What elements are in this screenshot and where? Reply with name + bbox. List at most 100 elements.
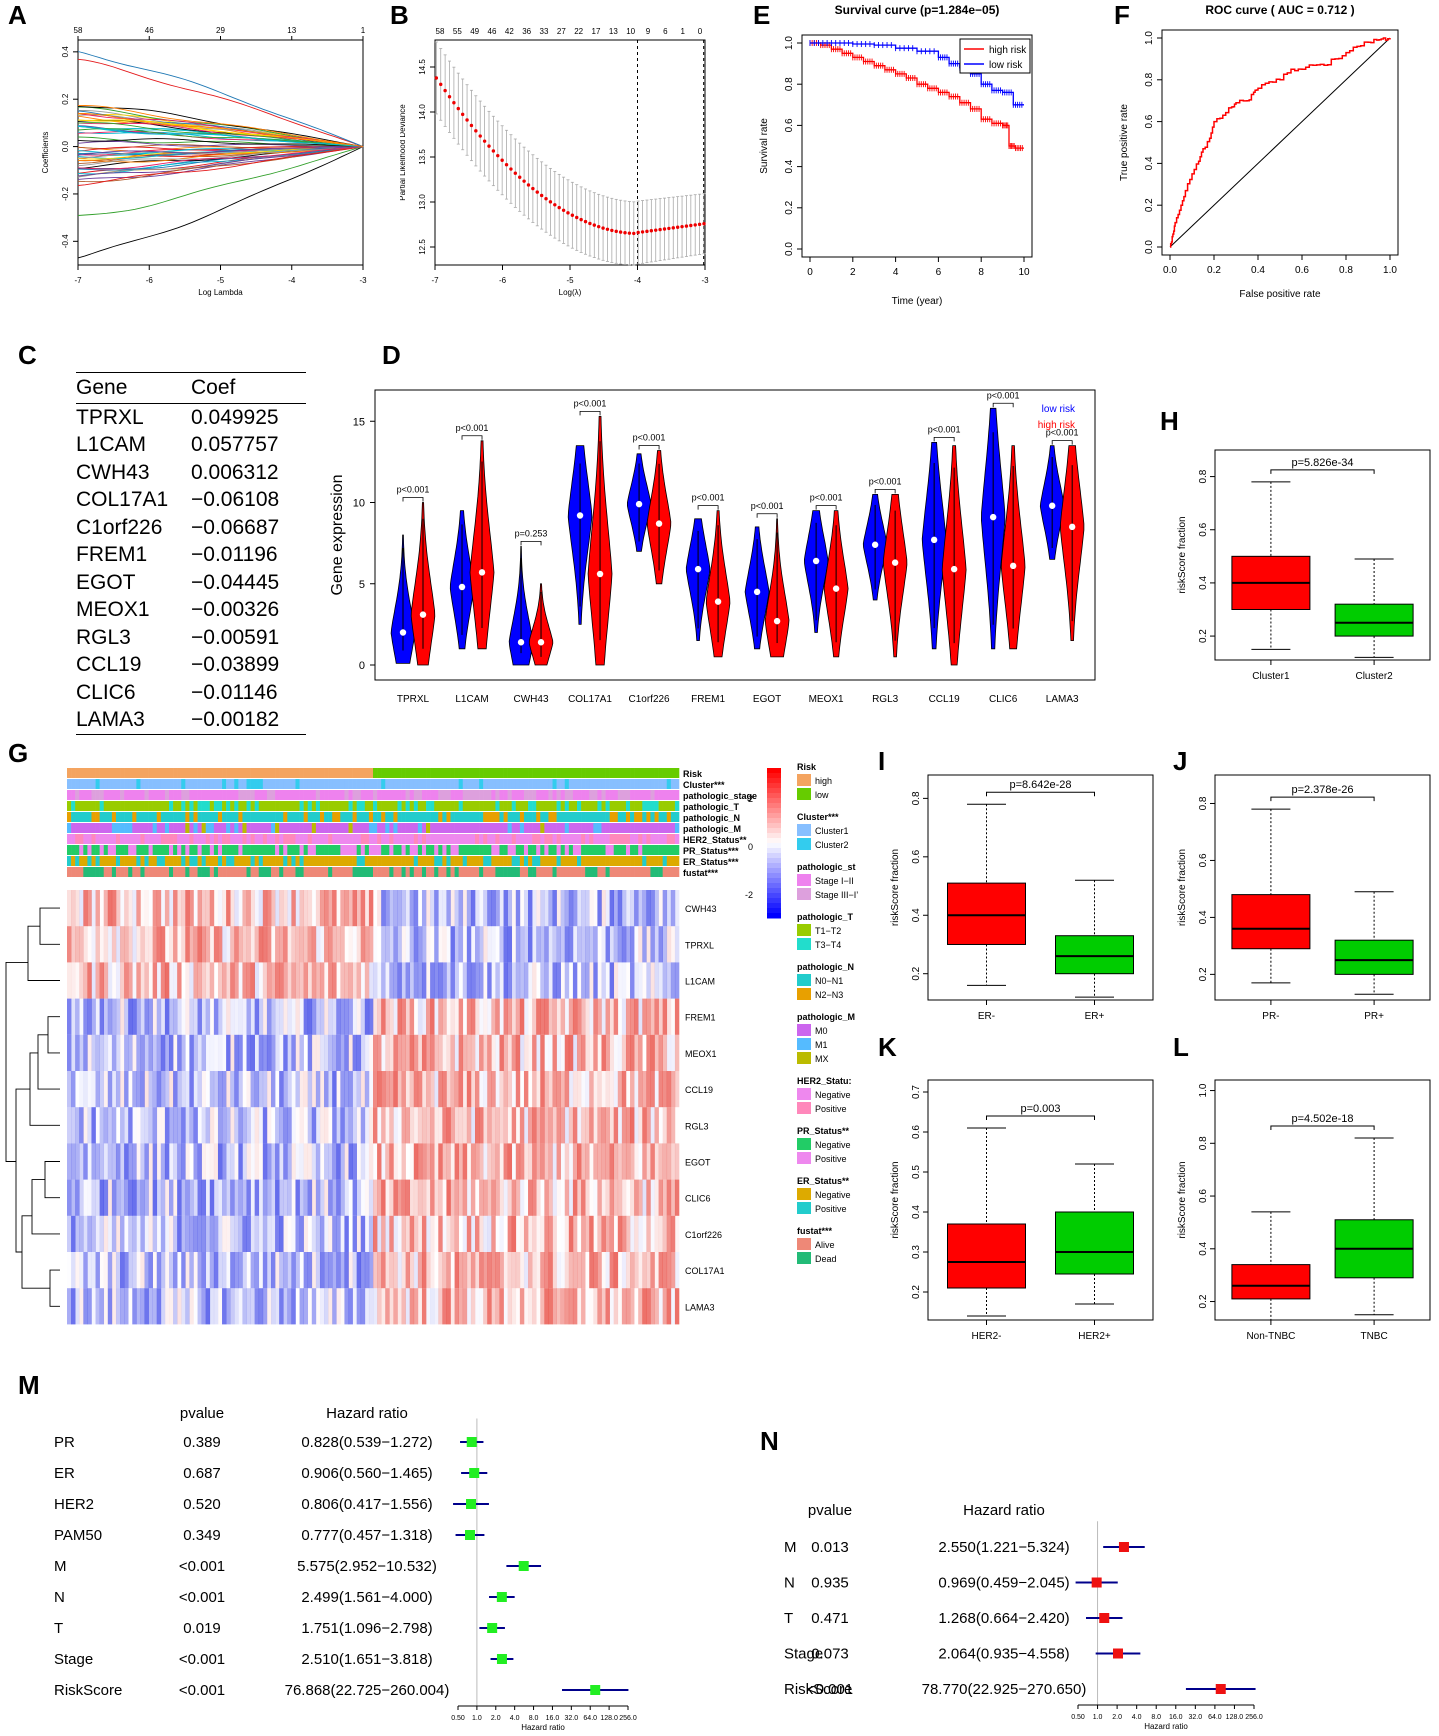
annotation-cell: [107, 867, 113, 877]
heatmap-cell: [99, 962, 105, 999]
heatmap-cell: [120, 998, 125, 1035]
annotation-cell: [348, 768, 353, 778]
heatmap-cell: [328, 998, 333, 1035]
heatmap-cell: [177, 1034, 182, 1071]
heatmap-cell: [614, 1216, 618, 1252]
annotation-cell: [609, 867, 615, 877]
x-axis-label: Hazard ratio: [1144, 1722, 1188, 1731]
annotation-cell: [475, 823, 480, 833]
heatmap-cell: [458, 1034, 464, 1071]
annotation-cell: [401, 867, 406, 877]
heatmap-cell: [413, 1252, 419, 1289]
heatmap-cell: [181, 962, 185, 998]
heatmap-cell: [360, 998, 366, 1035]
annotation-cell: [487, 834, 492, 844]
annotation-cell: [152, 790, 158, 800]
annotation-cell: [625, 856, 631, 866]
heatmap-cell: [638, 1034, 643, 1071]
annotation-cell: [360, 790, 366, 800]
annotation-cell: [666, 779, 672, 789]
forest-row-hr: 1.268(0.664−2.420): [938, 1610, 1069, 1627]
heatmap-cell: [291, 1180, 295, 1216]
colorbar-cell: [767, 813, 781, 819]
heatmap-cell: [303, 1179, 309, 1216]
heatmap-cell: [283, 926, 288, 963]
colorbar-cell: [767, 773, 781, 779]
annotation-cell: [344, 823, 349, 833]
heatmap-cell: [654, 1071, 659, 1108]
annotation-cell: [479, 823, 484, 833]
forest-row-hr: 1.751(1.096−2.798): [301, 1620, 432, 1637]
annotation-cell: [356, 790, 362, 800]
heatmap-cell: [152, 1071, 158, 1108]
heatmap-cell: [169, 1107, 174, 1144]
heatmap-cell: [670, 1107, 676, 1144]
deviance-point: [610, 228, 614, 233]
heatmap-cell: [271, 1252, 276, 1289]
annotation-cell: [466, 845, 472, 855]
heatmap-cell: [136, 926, 141, 963]
annotation-cell: [446, 801, 451, 811]
coef-path: [77, 141, 364, 148]
heatmap-cell: [503, 998, 508, 1035]
heatmap-cell: [128, 1034, 133, 1071]
heatmap-cell: [348, 926, 353, 963]
annotation-cell: [91, 812, 96, 822]
annotation-cell: [226, 823, 231, 833]
coef-path: [77, 146, 364, 170]
heatmap-cell: [605, 926, 610, 963]
annotation-cell: [470, 801, 476, 811]
heatmap-cell: [275, 1215, 280, 1252]
heatmap-cell: [156, 998, 162, 1035]
heatmap-cell: [491, 926, 496, 963]
heatmap-cell: [564, 1143, 570, 1180]
annotation-cell: [368, 834, 374, 844]
heatmap-cell: [426, 1034, 431, 1071]
annotation-cell: [552, 812, 557, 822]
y-tick-label: 0.6: [784, 118, 795, 132]
heatmap-cell: [670, 926, 676, 963]
annotation-cell: [601, 801, 606, 811]
annotation-cell: [87, 823, 92, 833]
heatmap-cell: [336, 962, 340, 998]
annotation-cell: [201, 867, 207, 877]
heatmap-cell: [279, 1034, 284, 1071]
heatmap-cell: [258, 1107, 264, 1144]
heatmap-cell: [344, 1143, 349, 1180]
heatmap-cell: [205, 1143, 211, 1180]
heatmap-cell: [128, 1143, 133, 1180]
heatmap-cell: [328, 1252, 333, 1289]
heatmap-cell: [662, 1215, 668, 1252]
heatmap-cell: [271, 926, 275, 962]
annotation-cell: [99, 790, 105, 800]
heatmap-cell: [254, 1034, 260, 1071]
top-tick-label: 58: [74, 26, 83, 35]
coef-path: [77, 146, 364, 178]
heatmap-cell: [209, 962, 215, 999]
annotation-cell: [442, 768, 447, 778]
heatmap-cell: [250, 998, 255, 1035]
legend-swatch: [797, 774, 811, 786]
annotation-cell: [364, 768, 370, 778]
annotation-cell: [532, 834, 537, 844]
annotation-cell: [593, 834, 598, 844]
annotation-cell: [503, 768, 508, 778]
annotation-cell: [487, 801, 492, 811]
heatmap-cell: [507, 1288, 513, 1325]
x-tick-label: 2.0: [1112, 1714, 1122, 1721]
annotation-cell: [605, 812, 610, 822]
heatmap-cell: [450, 1288, 455, 1325]
annotation-cell: [385, 823, 390, 833]
heatmap-cell: [307, 1107, 313, 1144]
annotation-cell: [581, 812, 586, 822]
heatmap-cell: [128, 1107, 133, 1144]
annotation-cell: [181, 790, 186, 800]
annotation-cell: [222, 790, 227, 800]
heatmap-cell: [552, 1071, 557, 1108]
legend-item-label: T1−T2: [815, 926, 841, 936]
annotation-cell: [670, 812, 676, 822]
heatmap-cell: [173, 926, 178, 963]
heatmap-cell: [626, 962, 630, 998]
heatmap-cell: [561, 1180, 565, 1216]
